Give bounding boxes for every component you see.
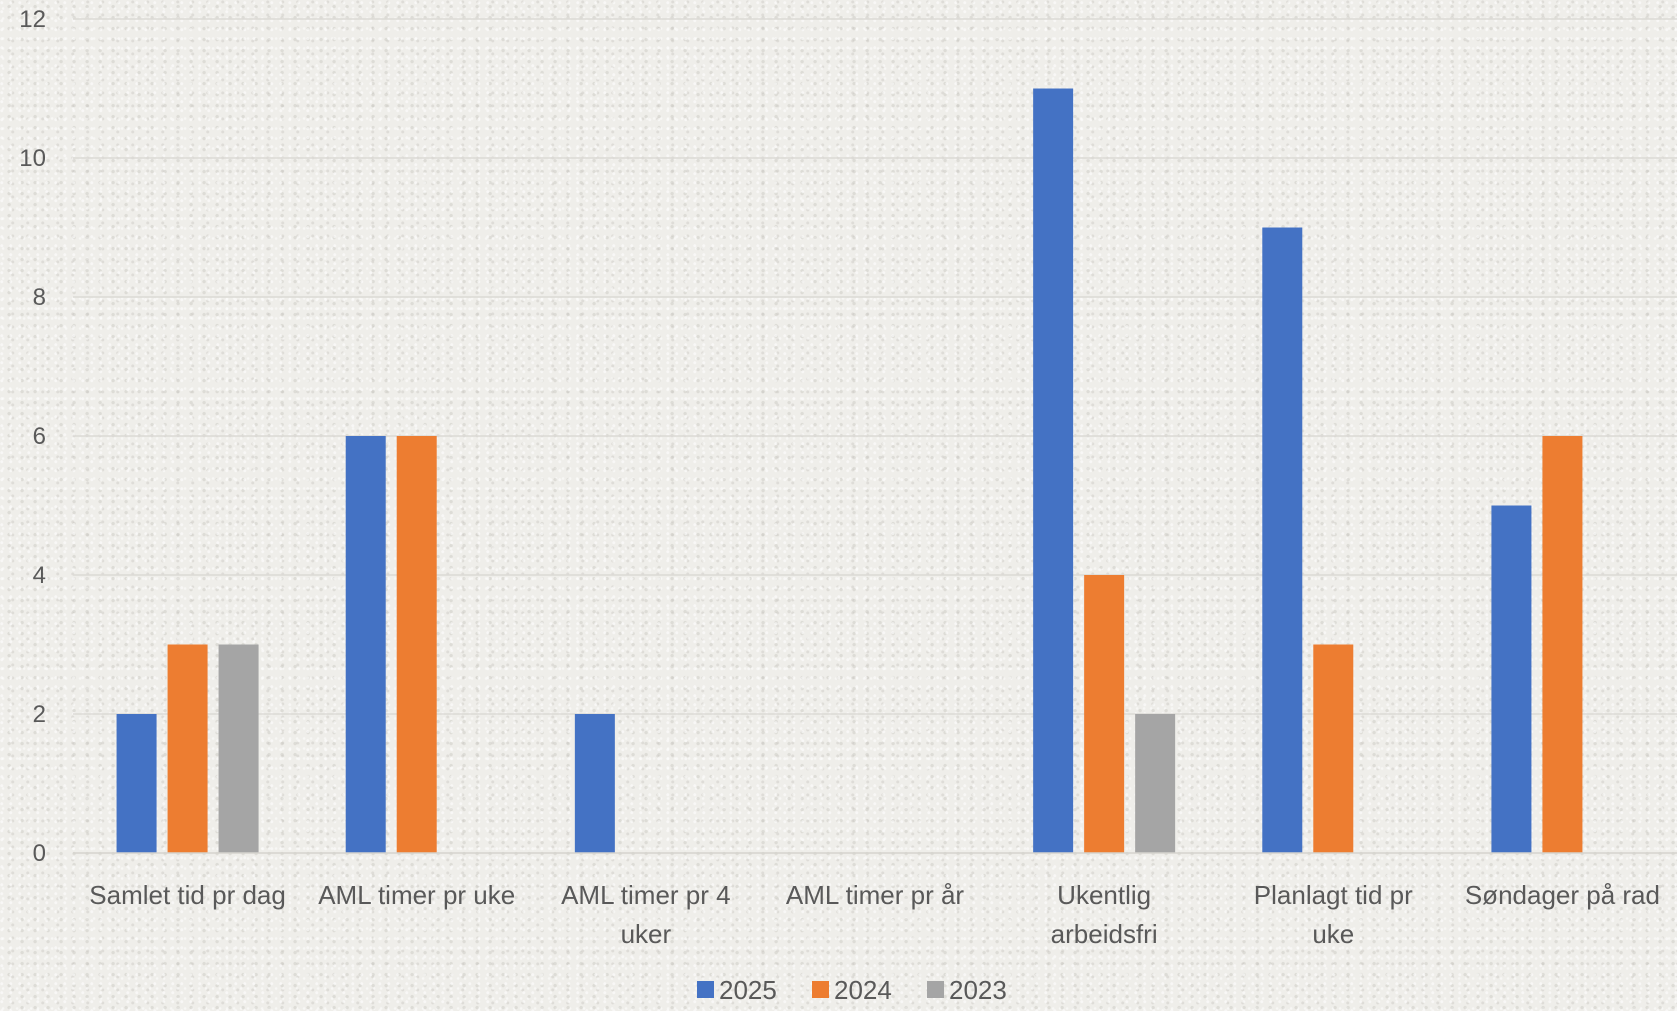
x-category-label: uke — [1312, 919, 1354, 949]
legend-swatch-2025 — [697, 981, 714, 998]
legend-label: 2025 — [719, 975, 777, 1005]
bar-2023-4 — [1135, 714, 1176, 853]
bar-2024-0 — [167, 644, 208, 853]
legend-label: 2023 — [949, 975, 1007, 1005]
y-tick-label: 2 — [33, 701, 46, 728]
legend: 2025 2024 2023 — [697, 975, 1007, 1005]
bar-2025-6 — [1491, 505, 1532, 853]
y-tick-label: 10 — [19, 145, 46, 172]
x-category-label: Samlet tid pr dag — [89, 880, 286, 910]
x-category-label: Ukentlig — [1057, 880, 1151, 910]
legend-swatch-2024 — [812, 981, 829, 998]
x-category-label: uker — [621, 919, 672, 949]
x-category-label: AML timer pr 4 — [561, 880, 731, 910]
bar-2024-6 — [1542, 436, 1583, 853]
x-category-label: AML timer pr år — [786, 880, 965, 910]
bar-2025-0 — [116, 714, 157, 853]
bar-2023-0 — [218, 644, 259, 853]
bar-2024-5 — [1313, 644, 1354, 853]
legend-swatch-2023 — [927, 981, 944, 998]
y-tick-label: 4 — [33, 562, 46, 589]
x-axis-categories: Samlet tid pr dag AML timer pr uke AML tim… — [89, 880, 1660, 949]
x-category-label: Søndager på rad — [1465, 880, 1660, 910]
bars — [116, 88, 1583, 853]
y-axis-ticks: 0 2 4 6 8 10 12 — [19, 6, 46, 867]
bar-2025-4 — [1033, 88, 1074, 853]
bar-2024-1 — [396, 436, 437, 853]
bar-2025-1 — [345, 436, 386, 853]
x-category-label: AML timer pr uke — [318, 880, 515, 910]
x-category-label: Planlagt tid pr — [1254, 880, 1413, 910]
legend-label: 2024 — [834, 975, 892, 1005]
gridlines — [73, 18, 1677, 715]
bar-2025-5 — [1262, 227, 1303, 853]
y-tick-label: 6 — [33, 423, 46, 450]
bar-2024-4 — [1084, 575, 1125, 853]
y-tick-label: 8 — [33, 284, 46, 311]
y-tick-label: 12 — [19, 6, 46, 33]
x-category-label: arbeidsfri — [1051, 919, 1158, 949]
y-tick-label: 0 — [33, 840, 46, 867]
bar-2025-2 — [574, 714, 615, 853]
